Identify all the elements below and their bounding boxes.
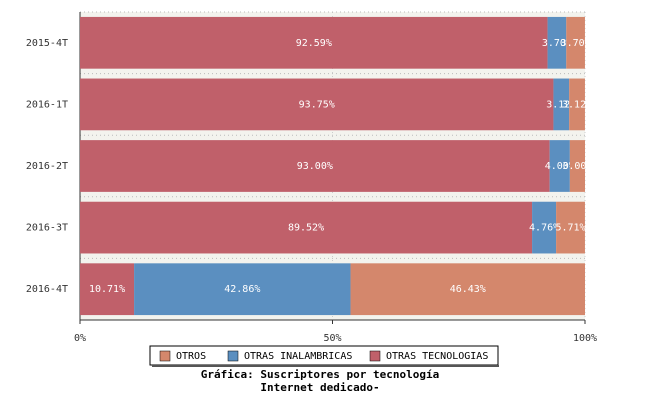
value-label: 3.12% xyxy=(562,99,592,110)
bar-segment xyxy=(569,140,585,192)
value-label: 89.52% xyxy=(288,223,324,234)
legend-label: OTRAS TECNOLOGIAS xyxy=(386,351,488,362)
value-label: 93.00% xyxy=(297,161,333,172)
legend-swatch xyxy=(227,350,239,362)
y-tick-label: 2016-3T xyxy=(26,223,68,234)
value-label: 4.76% xyxy=(529,223,559,234)
bar-segment xyxy=(547,16,567,69)
bar-segment xyxy=(80,78,554,131)
bar-segment xyxy=(532,201,557,254)
y-tick-label: 2016-2T xyxy=(26,161,68,172)
y-tick-label: 2016-4T xyxy=(26,284,68,295)
y-tick-label: 2016-1T xyxy=(26,99,68,110)
bar-segment xyxy=(553,78,570,131)
bar-segment xyxy=(80,263,135,316)
value-label: 3.70% xyxy=(542,38,572,49)
value-label: 3.00% xyxy=(562,161,592,172)
bar-segment xyxy=(80,16,548,69)
value-label: 92.59% xyxy=(296,38,332,49)
value-label: 93.75% xyxy=(299,99,335,110)
value-label: 5.71% xyxy=(555,223,585,234)
bar-segment xyxy=(556,201,585,254)
legend-swatch xyxy=(369,350,381,362)
bar-segment xyxy=(569,78,585,131)
chart-subtitle: Internet dedicado- xyxy=(260,381,379,394)
bar-segment xyxy=(80,140,550,192)
chart-title: Gráfica: Suscriptores por tecnología xyxy=(201,368,439,381)
bar-segment xyxy=(350,263,585,316)
value-label: 10.71% xyxy=(89,284,125,295)
legend-swatch xyxy=(159,350,171,362)
value-label: 42.86% xyxy=(224,284,260,295)
value-label: 4.00% xyxy=(545,161,575,172)
bar-segment xyxy=(566,16,585,69)
value-label: 3.70% xyxy=(561,38,591,49)
legend-label: OTRAS INALAMBRICAS xyxy=(244,351,352,362)
x-tick-label: 0% xyxy=(74,333,86,344)
value-label: 3.12% xyxy=(546,99,576,110)
bar-segment xyxy=(549,140,570,192)
legend-label: OTROS xyxy=(176,351,206,362)
bar-segment xyxy=(80,201,533,254)
x-tick-label: 50% xyxy=(323,333,341,344)
bar-segment xyxy=(134,263,351,316)
y-tick-label: 2015-4T xyxy=(26,38,68,49)
value-label: 46.43% xyxy=(450,284,486,295)
x-tick-label: 100% xyxy=(573,333,597,344)
